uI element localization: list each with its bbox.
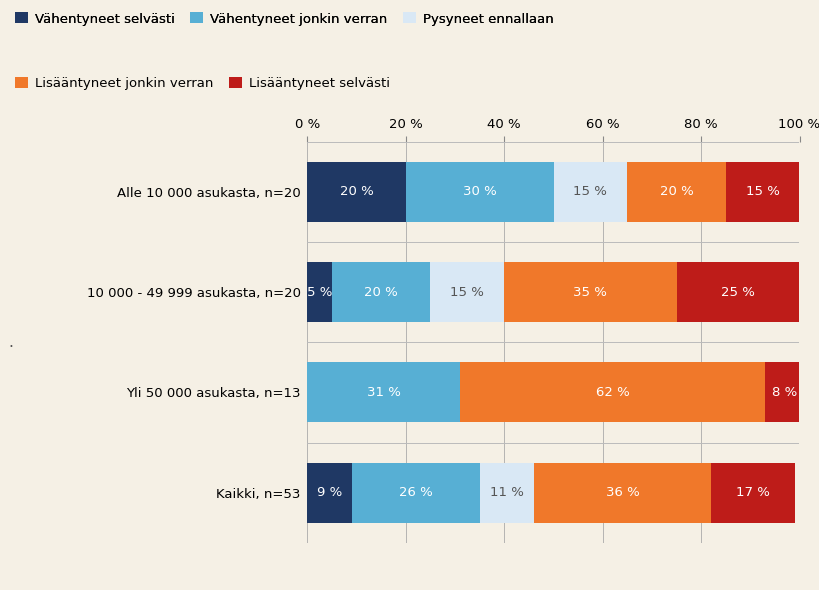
Text: 36 %: 36 %: [604, 486, 639, 499]
Bar: [405, 162, 553, 222]
Text: 20 %: 20 %: [339, 185, 373, 198]
Bar: [430, 262, 504, 322]
Text: 30 %: 30 %: [462, 185, 496, 198]
Text: 20 %: 20 %: [364, 286, 398, 299]
Text: 9 %: 9 %: [317, 486, 342, 499]
Text: 25 %: 25 %: [720, 286, 754, 299]
Legend: Vähentyneet selvästi, Vähentyneet jonkin verran, Pysyneet ennallaan: Vähentyneet selvästi, Vähentyneet jonkin…: [15, 12, 553, 25]
Text: 15 %: 15 %: [572, 185, 607, 198]
Bar: [504, 262, 676, 322]
Text: 15 %: 15 %: [744, 185, 779, 198]
Text: 31 %: 31 %: [366, 386, 400, 399]
Text: 35 %: 35 %: [572, 286, 607, 299]
Bar: [710, 463, 794, 523]
Bar: [307, 262, 332, 322]
Bar: [307, 362, 459, 422]
Bar: [307, 463, 351, 523]
Text: 5 %: 5 %: [307, 286, 332, 299]
Bar: [533, 463, 710, 523]
Bar: [764, 362, 803, 422]
Text: 26 %: 26 %: [398, 486, 432, 499]
Text: 62 %: 62 %: [595, 386, 629, 399]
Bar: [479, 463, 533, 523]
Text: 20 %: 20 %: [658, 185, 693, 198]
Bar: [627, 162, 725, 222]
Bar: [307, 162, 405, 222]
Bar: [725, 162, 799, 222]
Text: 15 %: 15 %: [450, 286, 484, 299]
Bar: [676, 262, 799, 322]
Bar: [332, 262, 430, 322]
Bar: [553, 162, 627, 222]
Text: .: .: [8, 335, 13, 350]
Bar: [459, 362, 764, 422]
Text: 11 %: 11 %: [489, 486, 523, 499]
Text: 17 %: 17 %: [735, 486, 769, 499]
Bar: [351, 463, 479, 523]
Text: 8 %: 8 %: [771, 386, 796, 399]
Legend: Lisääntyneet jonkin verran, Lisääntyneet selvästi: Lisääntyneet jonkin verran, Lisääntyneet…: [15, 77, 389, 90]
